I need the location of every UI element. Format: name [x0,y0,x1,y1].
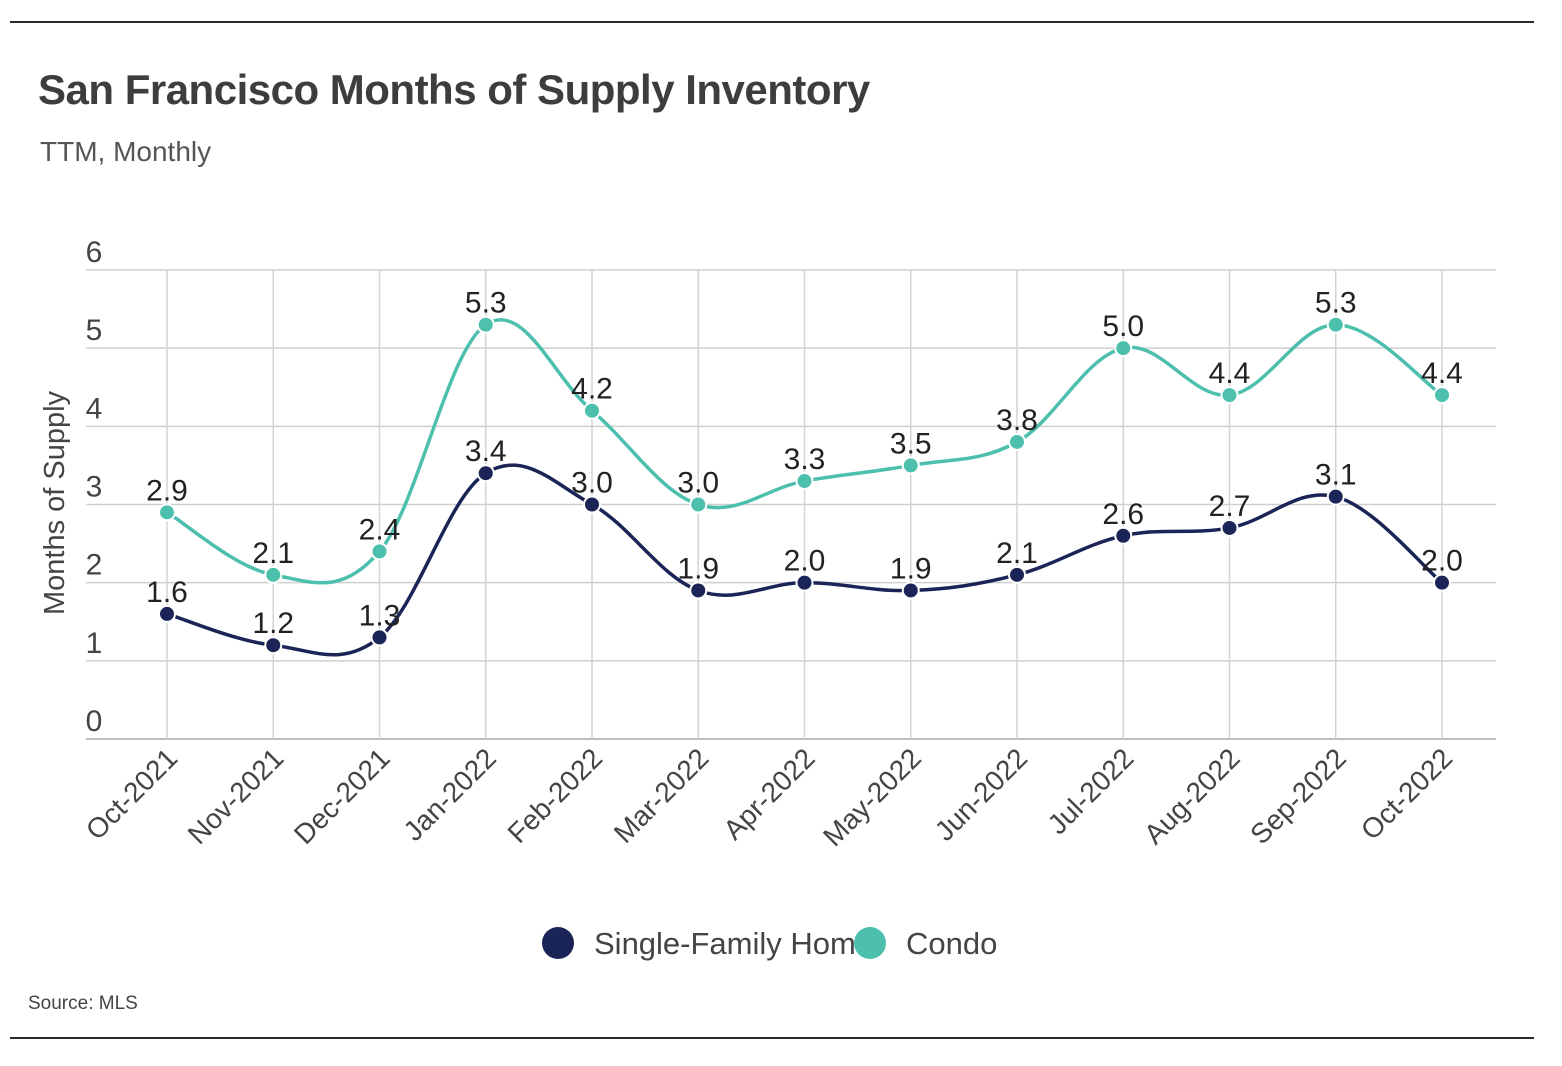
data-point-condo [158,503,176,522]
source-note: Source: MLS [28,993,138,1014]
x-tick-label: Aug-2022 [1138,742,1246,850]
data-point-single-family-home [158,604,176,623]
y-tick-label: 6 [86,236,103,269]
y-tick-label: 1 [86,627,103,660]
x-tick-label: Jul-2022 [1042,742,1140,840]
data-point-single-family-home [264,636,283,655]
data-label-single-family-home: 3.1 [1315,459,1357,492]
data-point-single-family-home [1008,565,1026,584]
data-point-condo [1220,386,1239,405]
legend-label-single-family-home: Single-Family Home [594,926,873,961]
x-tick-label: Oct-2021 [80,742,183,845]
data-point-condo [1433,386,1451,405]
data-label-condo: 3.0 [677,467,719,500]
x-tick-label: Sep-2022 [1244,742,1352,850]
y-axis-title: Months of Supply [39,390,71,615]
data-point-condo [1114,339,1133,358]
chart-title: San Francisco Months of Supply Inventory [38,66,870,113]
data-label-condo: 5.0 [1102,310,1144,343]
legend-swatch-single-family-home [542,927,574,959]
data-label-condo: 3.8 [996,404,1038,437]
data-point-condo [901,456,920,475]
data-label-condo: 4.2 [571,373,613,406]
data-label-single-family-home: 2.0 [784,545,826,578]
top-rule [10,21,1534,23]
data-point-single-family-home [370,628,389,647]
x-tick-label: Mar-2022 [608,742,715,849]
data-label-single-family-home: 1.2 [252,607,294,640]
x-tick-label: Feb-2022 [502,742,609,849]
x-tick-label: May-2022 [817,742,927,852]
y-tick-label: 0 [86,705,103,738]
data-point-condo [264,565,283,584]
series: 1.6 1.2 1.3 3.4 3.0 1.9 2.0 1.9 2.1 2.6 2.7 3.1 2.0 2… [146,287,1463,657]
data-point-condo [476,315,495,334]
x-tick-label: Nov-2021 [182,742,290,850]
data-point-condo [583,401,601,420]
data-label-single-family-home: 2.1 [996,537,1038,570]
y-tick-label: 5 [86,314,103,347]
data-point-single-family-home [1220,518,1239,537]
y-tick-label: 2 [86,549,103,582]
data-label-single-family-home: 1.9 [890,552,932,585]
data-point-single-family-home [689,581,708,600]
data-label-single-family-home: 1.9 [677,552,719,585]
data-label-single-family-home: 2.7 [1209,490,1251,523]
legend-swatch-condo [854,927,886,959]
data-label-condo: 4.4 [1209,357,1251,390]
data-label-condo: 2.1 [252,537,294,570]
data-label-single-family-home: 3.0 [571,467,613,500]
data-label-single-family-home: 1.3 [359,599,401,632]
data-point-condo [1008,432,1026,451]
data-label-single-family-home: 3.4 [465,435,507,468]
data-point-single-family-home [476,464,495,483]
data-point-single-family-home [901,581,920,600]
data-point-condo [689,495,708,514]
data-label-single-family-home: 2.0 [1421,545,1463,578]
legend-label-condo: Condo [906,926,997,961]
data-point-single-family-home [583,495,601,514]
data-point-condo [1326,315,1345,334]
data-point-single-family-home [1433,573,1451,592]
x-tick-label: Jun-2022 [929,742,1033,846]
x-tick-label: Jan-2022 [398,742,502,846]
data-point-single-family-home [1326,487,1345,506]
data-point-condo [795,472,814,491]
data-label-condo: 5.3 [465,287,507,320]
y-tick-label: 3 [86,471,103,504]
data-point-single-family-home [1114,526,1133,545]
data-label-condo: 2.9 [146,474,188,507]
x-tick-label: Oct-2022 [1355,742,1458,845]
data-label-condo: 3.5 [890,427,932,460]
x-tick-label: Dec-2021 [288,742,396,850]
data-label-condo: 3.3 [784,443,826,476]
data-label-condo: 5.3 [1315,287,1357,320]
y-tick-label: 4 [86,392,103,425]
legend: Single-Family Home Condo [542,926,997,961]
data-label-single-family-home: 2.6 [1102,498,1144,531]
bottom-rule [10,1037,1534,1039]
x-tick-label: Apr-2022 [717,742,820,845]
data-point-condo [370,542,389,561]
data-label-condo: 2.4 [359,513,401,546]
chart-subtitle: TTM, Monthly [40,136,212,167]
data-label-condo: 4.4 [1421,357,1463,390]
data-label-single-family-home: 1.6 [146,576,188,609]
data-point-single-family-home [795,573,814,592]
